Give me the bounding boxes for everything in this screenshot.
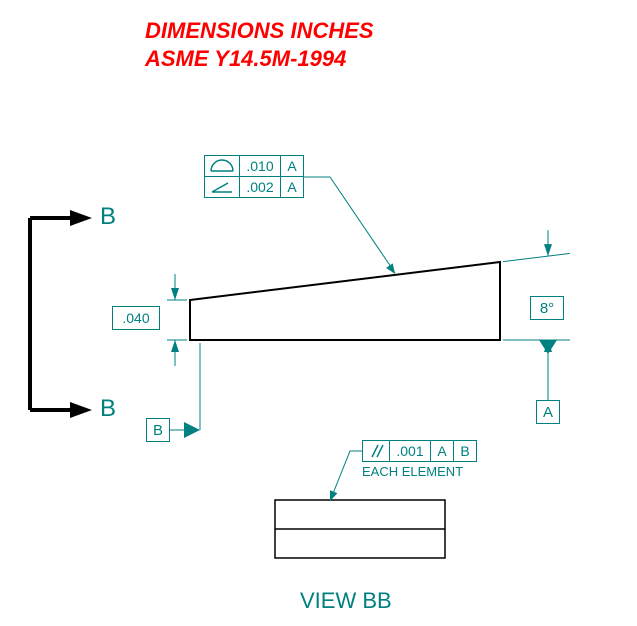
datum-B: B [146, 418, 170, 442]
fcf-tol: .010 [239, 155, 281, 177]
gdnt-parallelism-icon [362, 440, 390, 462]
fcf-parallelism: .001 A B EACH ELEMENT [362, 440, 477, 479]
fcf-ref: A [280, 176, 304, 198]
view-label: VIEW BB [300, 588, 392, 614]
title-line1: DIMENSIONS INCHES [145, 18, 374, 44]
fcf-note: EACH ELEMENT [362, 464, 477, 479]
dim-height: .040 [112, 306, 160, 330]
gdnt-profile-surface-icon [204, 155, 240, 177]
fcf-ref: B [453, 440, 477, 462]
section-label-bottom: B [100, 395, 116, 423]
part-outline [190, 262, 500, 558]
section-label-top: B [100, 203, 116, 231]
gdnt-angularity-icon [204, 176, 240, 198]
fcf-ref: A [430, 440, 454, 462]
fcf-tol: .001 [389, 440, 431, 462]
fcf-tol: .002 [239, 176, 281, 198]
fcf-ref: A [280, 155, 304, 177]
section-arrow-B [30, 210, 92, 418]
title-line2: ASME Y14.5M-1994 [145, 46, 346, 72]
dim-angle: 8° [530, 296, 564, 320]
datum-A: A [536, 400, 560, 424]
fcf-profile-angularity: .010 A .002 A [204, 155, 304, 198]
